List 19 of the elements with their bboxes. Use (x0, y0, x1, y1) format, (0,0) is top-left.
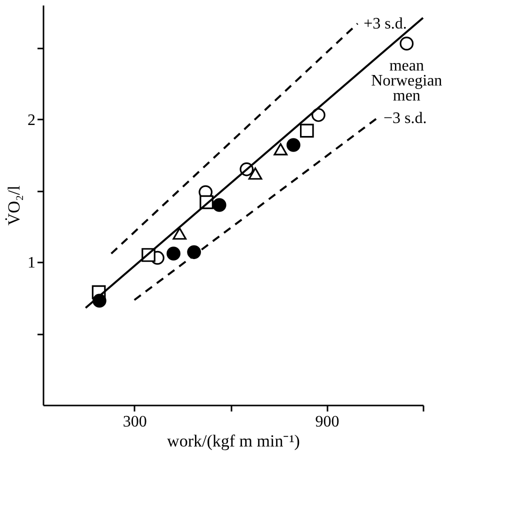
annotation: −3 s.d. (383, 110, 427, 127)
point (300, 124, 314, 138)
point (172, 227, 187, 240)
y-axis-title: V̇O₂/l (4, 185, 24, 226)
point (274, 143, 288, 156)
point (286, 138, 300, 152)
point (187, 245, 201, 260)
y-tick-label: 2 (28, 112, 36, 129)
annotation: mean Norwegian men (371, 58, 442, 105)
y-tick-label: 1 (28, 254, 36, 272)
point (400, 36, 414, 50)
point (312, 108, 326, 122)
x-tick-label: 900 (315, 414, 340, 430)
point (248, 167, 262, 180)
point (166, 246, 180, 260)
annotation: +3 s.d. (364, 16, 407, 33)
point (212, 198, 226, 212)
x-tick-label: 300 (122, 414, 147, 430)
x-axis-title: work/(kgf m min⁻¹) (167, 432, 300, 450)
